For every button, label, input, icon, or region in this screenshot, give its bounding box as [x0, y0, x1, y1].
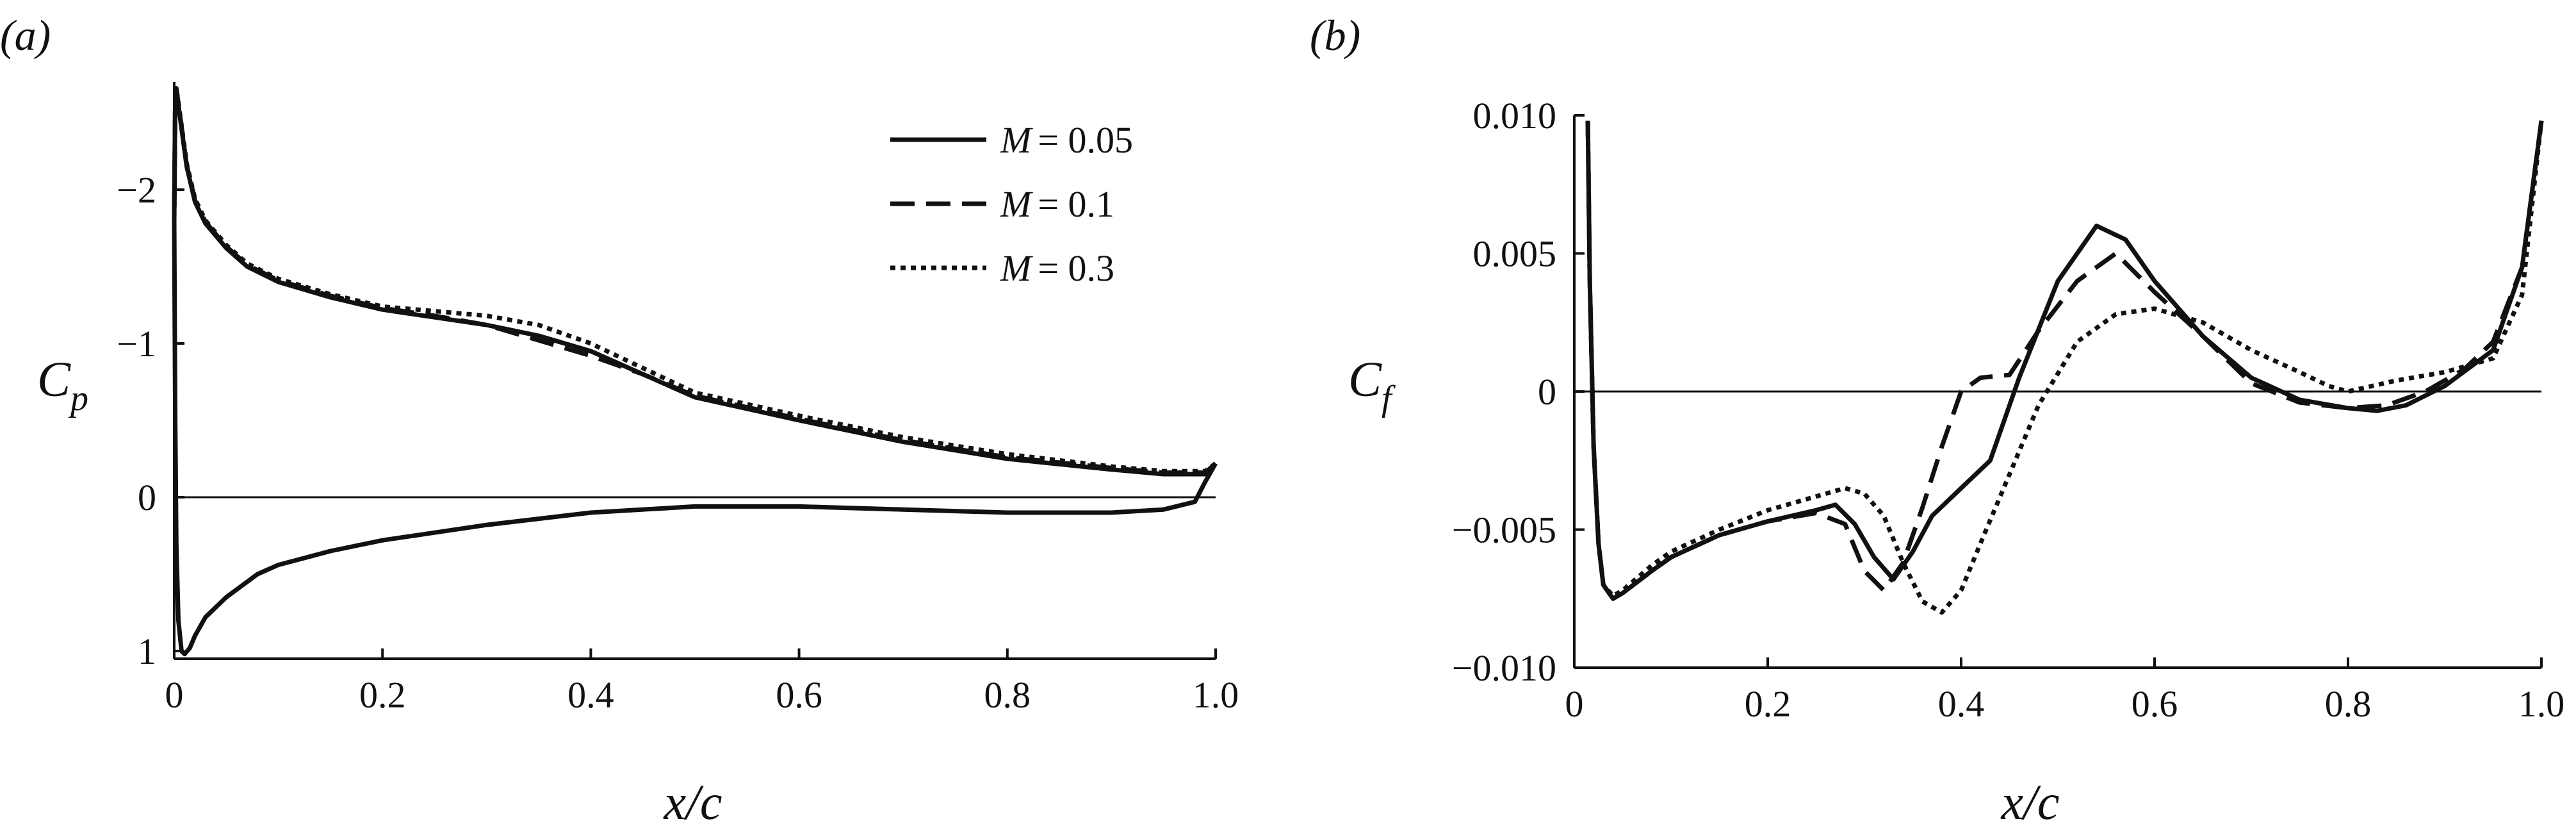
panel-a-x-axis-label: x/c [664, 774, 722, 830]
panel-a-cp: (a) Cp x/c M = 0.05M = 0.1M = 0.3 0 0.2 0.4 0.… [0, 11, 1239, 830]
panel-b-y-tick-label: −0.005 [1452, 509, 1556, 551]
panel-b-x-tick-label: 0.8 [2325, 683, 2372, 725]
panel-a-x-tick-label: 0.6 [776, 674, 822, 716]
legend-entry-value: = 0.1 [1038, 183, 1114, 225]
panel-a-x-tick-label: 0.8 [984, 674, 1031, 716]
panel-b-x-tick-label: 0.6 [2132, 683, 2178, 725]
panel-b-x-tick-label: 0.2 [1745, 683, 1791, 725]
panel-b-ylabel-main: C [1348, 351, 1382, 407]
legend-entry-value: = 0.05 [1038, 119, 1133, 161]
panel-a-series-dashed [172, 86, 1218, 475]
panel-a-x-tick-label: 0.4 [567, 674, 614, 716]
legend-entry-label: M = 0.3 [1000, 247, 1114, 289]
panel-b-series-dotted [1585, 120, 2544, 615]
panel-b-x-tick-label: 1.0 [2518, 683, 2565, 725]
panel-a-x-tick-label: 0.2 [359, 674, 406, 716]
panel-b-x-axis-label: x/c [2001, 774, 2060, 830]
panel-a-y-tick-label: −2 [117, 169, 156, 211]
panel-b-label: (b) [1310, 11, 1360, 60]
panel-b-y-tick-label: −0.010 [1452, 647, 1556, 689]
panel-b-y-tick-label: 0.010 [1473, 95, 1557, 136]
panel-a-y-axis-label: Cp [37, 351, 88, 418]
panel-b-cf: (b) Cf x/c 0 0.2 0.4 0.6 0.8 1.00.0100.0050−0… [1310, 11, 2564, 830]
panel-b-y-tick-label: 0.005 [1473, 233, 1557, 275]
panel-a-x-tick-label: 0 [165, 674, 184, 716]
panel-a-y-tick-label: −1 [117, 323, 156, 365]
panel-a-y-tick-label: 0 [138, 477, 156, 518]
panel-b-series-dashed [1585, 120, 2544, 601]
panel-b-x-tick-label: 0 [1565, 683, 1584, 725]
panel-a-x-tick-label: 1.0 [1193, 674, 1239, 716]
panel-a-series-solid [172, 87, 1218, 657]
panel-a-series-dotted [172, 86, 1218, 474]
panel-a-label: (a) [0, 11, 51, 60]
panel-a-y-tick-label: 1 [138, 631, 156, 672]
panel-a-ylabel-main: C [37, 351, 71, 407]
legend-entry-prefix: M [1000, 183, 1033, 225]
legend-entry-prefix: M [1000, 247, 1033, 289]
panel-b-y-tick-label: 0 [1538, 371, 1556, 413]
panel-b-ylabel-sub: f [1382, 379, 1396, 418]
panel-b-x-tick-label: 0.4 [1938, 683, 1985, 725]
panel-b-y-axis-label: Cf [1348, 351, 1396, 418]
panel-a-ylabel-sub: p [68, 379, 88, 418]
legend-entry-label: M = 0.05 [1000, 119, 1133, 161]
legend-entry-value: = 0.3 [1038, 247, 1114, 289]
panel-a-legend: M = 0.05M = 0.1M = 0.3 [890, 119, 1133, 289]
legend-entry-label: M = 0.1 [1000, 183, 1114, 225]
legend-entry-prefix: M [1000, 119, 1033, 161]
